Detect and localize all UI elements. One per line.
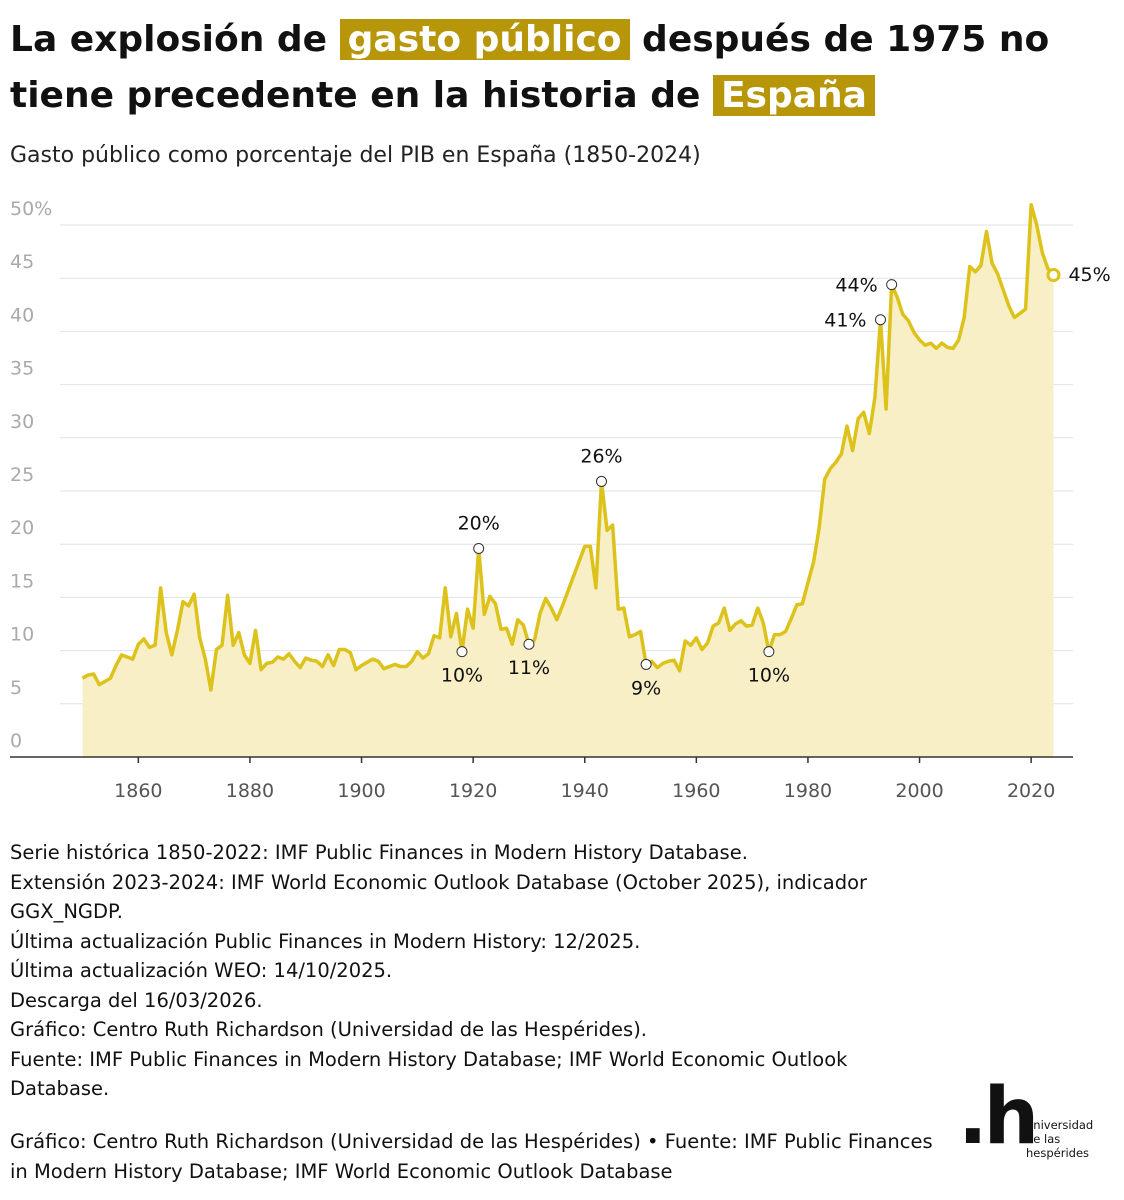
x-tick-label: 1900 bbox=[337, 780, 385, 802]
x-tick-label: 1960 bbox=[672, 780, 720, 802]
title-highlight: España bbox=[712, 75, 875, 116]
logo-line: hespérides bbox=[1026, 1146, 1090, 1160]
chart: 0 5 10 15 20 25 30 35 40 45 50% 1860 1880 1900 1920 194… bbox=[10, 198, 1111, 802]
annotation-marker bbox=[640, 658, 652, 670]
annotation-marker bbox=[473, 542, 485, 554]
annotation-label: 11% bbox=[508, 657, 550, 679]
logo-line: universidad bbox=[1026, 1118, 1094, 1132]
title-highlight: gasto público bbox=[339, 19, 630, 60]
notes: Serie histórica 1850-2022: IMF Public Fi… bbox=[10, 838, 940, 1104]
note: Gráfico: Centro Ruth Richardson (Univers… bbox=[10, 1018, 648, 1041]
title-text: La explosión de bbox=[10, 19, 340, 60]
x-tick-label: 1880 bbox=[226, 780, 274, 802]
y-tick-label: 5 bbox=[10, 677, 22, 699]
annotation-marker bbox=[523, 638, 535, 650]
annotation-label: 41% bbox=[824, 310, 866, 332]
title-text: después de 1975 no tiene precedente en l… bbox=[10, 19, 1062, 116]
annotation-label: 45% bbox=[1068, 264, 1110, 286]
y-tick-label: 35 bbox=[10, 358, 34, 380]
y-tick-label: 30 bbox=[10, 411, 34, 433]
chart-title: La explosión de gasto público después de… bbox=[10, 12, 1090, 124]
annotation-label: 9% bbox=[631, 677, 661, 699]
note: Descarga del 16/03/2026. bbox=[10, 988, 263, 1012]
annotation-marker bbox=[886, 279, 898, 291]
annotation-label: 26% bbox=[580, 445, 622, 467]
x-tick-label: 1940 bbox=[561, 780, 609, 802]
annotation-label: 10% bbox=[748, 665, 790, 687]
logo: .h universidad de las hespérides bbox=[958, 1078, 1108, 1168]
annotation-marker bbox=[763, 646, 775, 658]
chart-subtitle: Gasto público como porcentaje del PIB en… bbox=[10, 143, 701, 168]
annotation-marker bbox=[595, 475, 607, 487]
footer: Gráfico: Centro Ruth Richardson (Univers… bbox=[10, 1130, 933, 1183]
note: Fuente: IMF Public Finances in Modern Hi… bbox=[10, 1047, 848, 1101]
x-tick-label: 2000 bbox=[895, 780, 943, 802]
logo-mark: .h bbox=[958, 1072, 1039, 1162]
y-tick-label: 50% bbox=[10, 198, 52, 220]
note: Serie histórica 1850-2022: IMF Public Fi… bbox=[10, 841, 748, 864]
note: Extensión 2023-2024: IMF World Economic … bbox=[10, 870, 868, 924]
logo-words: universidad de las hespérides bbox=[1026, 1118, 1093, 1160]
annotation-label: 20% bbox=[458, 512, 500, 534]
x-tick-label: 1860 bbox=[114, 780, 162, 802]
x-tick-label: 1920 bbox=[449, 780, 497, 802]
y-tick-label: 10 bbox=[10, 624, 34, 646]
y-tick-label: 15 bbox=[10, 570, 34, 592]
x-tick-label: 2020 bbox=[1007, 780, 1055, 802]
annotation-marker bbox=[456, 646, 468, 658]
note: Última actualización WEO: 14/10/2025. bbox=[10, 959, 393, 982]
annotation-marker bbox=[1046, 268, 1061, 283]
note: Última actualización Public Finances in … bbox=[10, 929, 641, 953]
y-tick-label: 45 bbox=[10, 251, 34, 273]
y-tick-label: 0 bbox=[10, 730, 22, 752]
logo-line: de las bbox=[1026, 1132, 1061, 1146]
annotation-marker bbox=[874, 314, 886, 326]
y-tick-label: 40 bbox=[10, 304, 34, 326]
area bbox=[82, 204, 1054, 757]
annotation-label: 44% bbox=[835, 275, 877, 297]
annotation-label: 10% bbox=[441, 665, 483, 687]
y-tick-label: 25 bbox=[10, 464, 34, 486]
x-tick-label: 1980 bbox=[784, 780, 832, 802]
y-tick-label: 20 bbox=[10, 517, 34, 539]
